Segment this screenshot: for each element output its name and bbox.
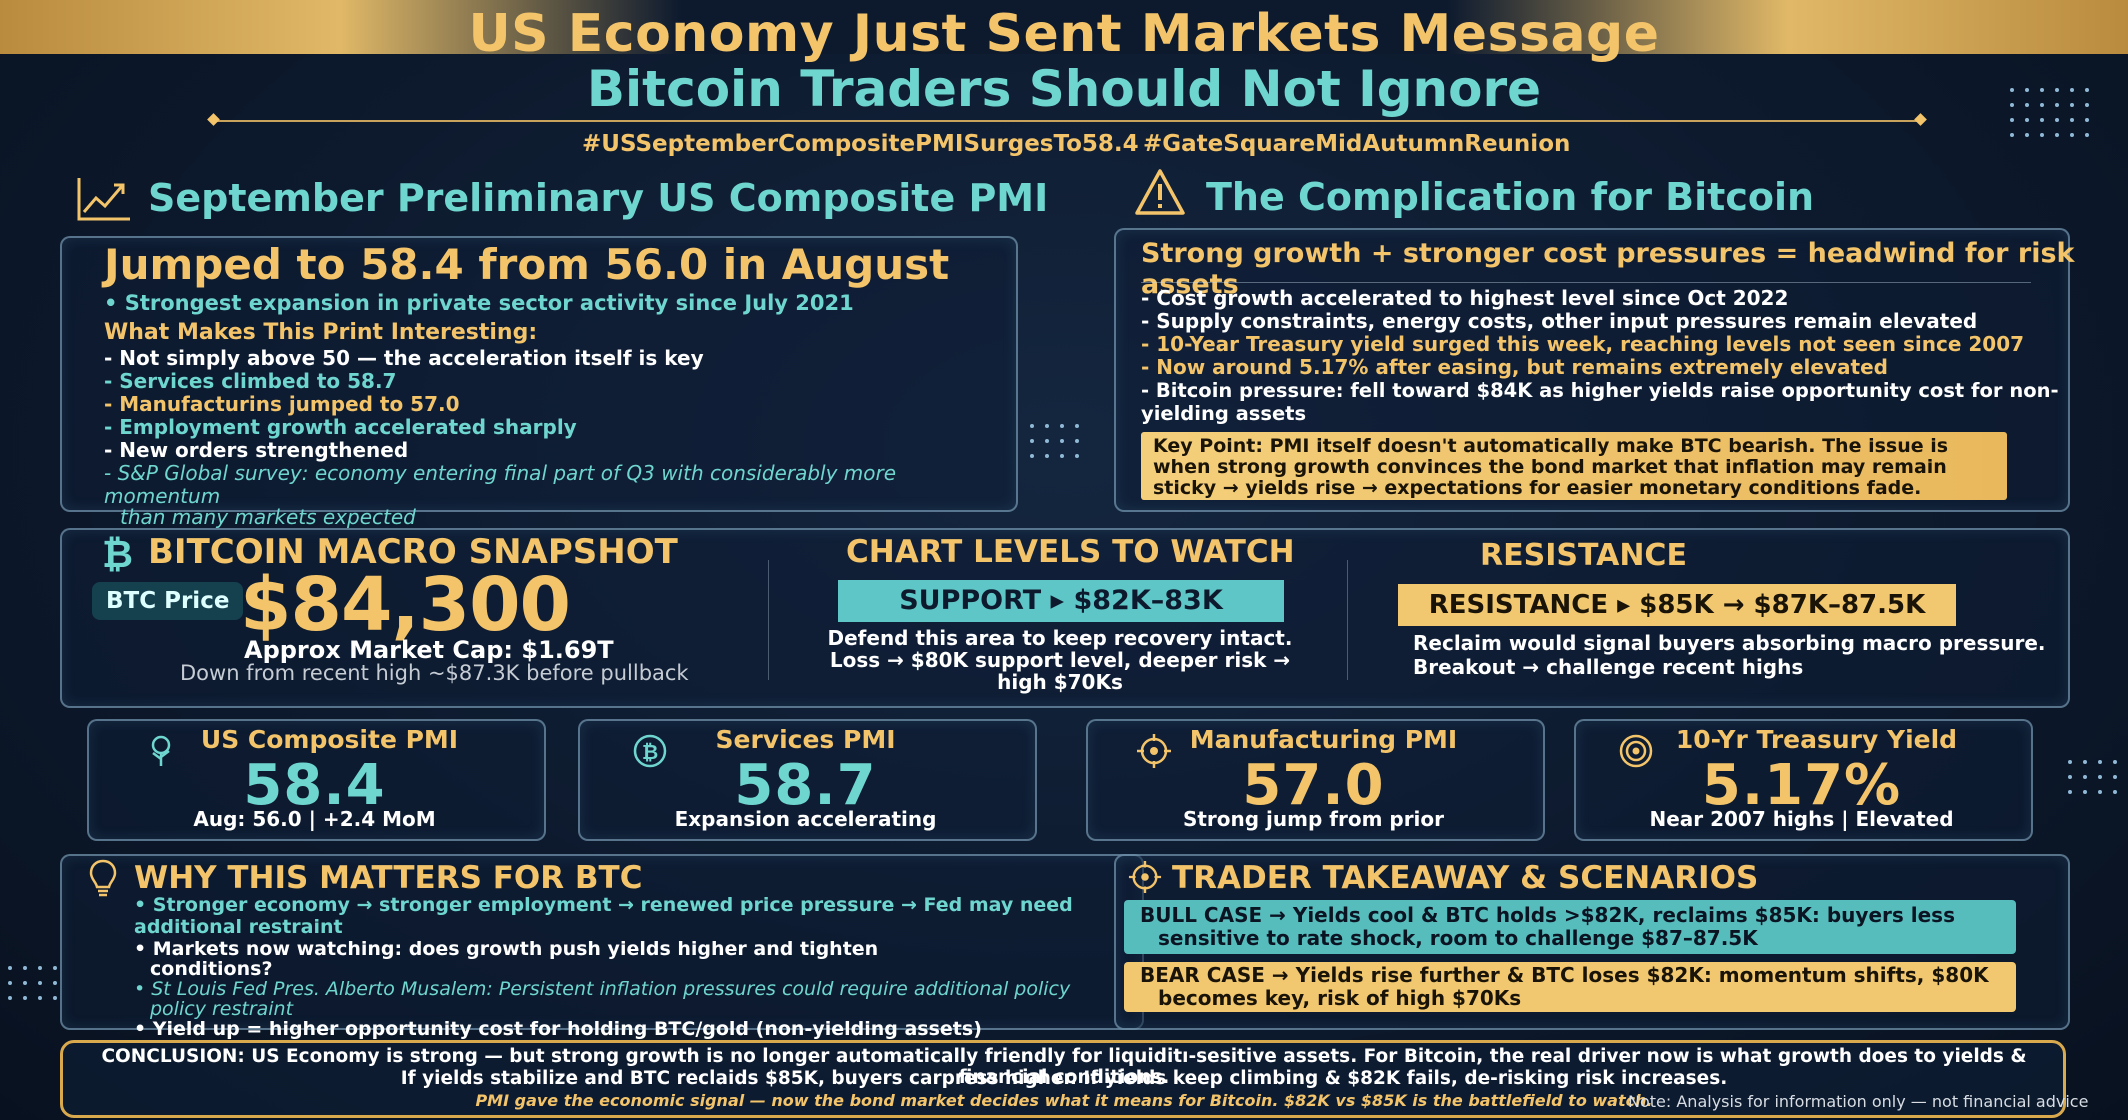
pmi-interesting-title: What Makes This Print Interesting: xyxy=(104,320,538,345)
stat-card-manufacturing xyxy=(1086,719,1545,841)
pmi-bullet: - Services climbed to 58.7 xyxy=(104,369,397,393)
snapshot-heading: BITCOIN MACRO SNAPSHOT xyxy=(148,532,678,572)
stat-value: 58.7 xyxy=(734,753,877,818)
stat-card-services-content: ₿ Services PMI 58.7 Expansion accelerati… xyxy=(578,719,1033,837)
why-bullet: conditions? xyxy=(150,958,273,980)
complication-bullet: - Cost growth accelerated to highest lev… xyxy=(1141,286,1789,310)
why-bullet: • Markets now watching: does growth push… xyxy=(134,938,879,960)
btc-price: $84,300 xyxy=(240,562,571,648)
why-bullet: policy restraint xyxy=(150,998,294,1020)
svg-text:₿: ₿ xyxy=(102,532,132,574)
complication-bullets: - Cost growth accelerated to highest lev… xyxy=(1141,286,2061,426)
stat-name: US Composite PMI xyxy=(200,725,459,754)
stat-value: 57.0 xyxy=(1242,753,1385,818)
resistance-text-2: Breakout → challenge recent highs xyxy=(1413,655,1804,679)
pmi-bullet: - Employment growth accelerated sharply xyxy=(104,415,577,439)
stat-value: 58.4 xyxy=(243,753,386,818)
pmi-panel xyxy=(60,236,1018,512)
conclusion-line-1: CONCLUSION: US Economy is strong — but s… xyxy=(101,1046,2027,1088)
complication-bullet: - Supply constraints, energy costs, othe… xyxy=(1141,309,1978,333)
complication-bullet: - 10-Year Treasury yield surged this wee… xyxy=(1141,332,2025,356)
price-note: Down from recent high ~$87.3K before pul… xyxy=(180,661,689,685)
complication-headline: Strong growth + stronger cost pressures … xyxy=(1141,238,2075,300)
stat-sub: Strong jump from prior xyxy=(1182,807,1445,831)
growth-chart-icon xyxy=(77,178,130,221)
why-heading: WHY THIS MATTERS FOR BTC xyxy=(134,860,643,896)
page-subtitle: Bitcoin Traders Should Not Ignore xyxy=(586,60,1542,118)
stat-card-composite xyxy=(87,719,546,841)
stat-sub: Expansion accelerating xyxy=(674,807,937,831)
snapshot-divider-2 xyxy=(1347,560,1348,680)
why-bullet: • St Louis Fed Pres. Alberto Musalem: Pe… xyxy=(134,978,1071,1000)
crosshair-icon xyxy=(1128,860,1162,894)
why-panel xyxy=(60,854,1144,1030)
snapshot-divider-1 xyxy=(768,560,769,680)
lightbulb-icon xyxy=(89,859,117,897)
bitcoin-coin-icon: ₿ xyxy=(633,734,667,768)
conclusion-panel xyxy=(60,1040,2066,1118)
conclusion-line-2: If yields stabilize and BTC reclaids $85… xyxy=(400,1068,1728,1089)
conclusion-line-3: PMI gave the economic signal — now the b… xyxy=(475,1091,1653,1110)
key-point-box: Key Point: PMI itself doesn't automatica… xyxy=(1141,432,2007,500)
target-icon xyxy=(1619,734,1653,768)
pmi-section-heading: September Preliminary US Composite PMI xyxy=(148,176,1049,220)
stat-name: Services PMI xyxy=(715,725,896,754)
pmi-bullet: - Manufacturins jumped to 57.0 xyxy=(104,392,460,416)
warning-icon xyxy=(1135,169,1185,215)
levels-heading: CHART LEVELS TO WATCH xyxy=(846,534,1295,570)
stat-name: Manufacturing PMI xyxy=(1189,725,1458,754)
hashtag-pmi[interactable]: #USSeptemberCompositePMISurgesTo58.4 xyxy=(582,131,1139,157)
hashtag-gate[interactable]: #GateSquareMidAutumnReunion xyxy=(1143,131,1571,157)
stat-card-services xyxy=(578,719,1037,841)
support-text-2: Loss → $80K support level, deeper risk → xyxy=(829,648,1291,672)
takeaway-heading: TRADER TAKEAWAY & SCENARIOS xyxy=(1172,860,1759,896)
support-text-3: high $70Ks xyxy=(997,670,1123,694)
bull-case-box: BULL CASE → Yields cool & BTC holds >$82… xyxy=(1124,900,2016,954)
stat-card-treasury xyxy=(1574,719,2033,841)
bitcoin-icon: ₿ xyxy=(102,532,132,574)
why-bullet: • Yield up = higher opportunity cost for… xyxy=(134,1018,982,1040)
pmi-headline: Jumped to 58.4 from 56.0 in August xyxy=(104,240,950,289)
stat-sub: Near 2007 highs | Elevated xyxy=(1649,807,1954,831)
stat-card-treasury-content: 10-Yr Treasury Yield 5.17% Near 2007 hig… xyxy=(1574,719,2029,837)
btc-price-label: BTC Price xyxy=(92,582,244,620)
pmi-bullet: - New orders strengthened xyxy=(104,438,409,462)
stat-value: 5.17% xyxy=(1701,753,1902,818)
complication-divider xyxy=(1141,282,2031,283)
page-title: US Economy Just Sent Markets Message xyxy=(468,4,1660,64)
complication-bullet: - Now around 5.17% after easing, but rem… xyxy=(1141,355,1888,379)
why-bullet: • Stronger economy → stronger employment… xyxy=(134,894,1073,938)
title-divider xyxy=(215,120,1923,122)
pmi-subline: • Strongest expansion in private sector … xyxy=(104,291,854,315)
pmi-bullets: - Not simply above 50 — the acceleration… xyxy=(104,346,1004,529)
resistance-badge: RESISTANCE ▸ $85K → $87K–87.5K xyxy=(1398,584,1956,626)
growth-tree-icon xyxy=(151,735,171,766)
stat-card-composite-content: US Composite PMI 58.4 Aug: 56.0 | +2.4 M… xyxy=(87,719,542,837)
bear-case-box: BEAR CASE → Yields rise further & BTC lo… xyxy=(1124,962,2016,1012)
decor-dots-right xyxy=(2068,760,2117,794)
market-cap: Approx Market Cap: $1.69T xyxy=(244,636,614,664)
stat-card-manufacturing-content: Manufacturing PMI 57.0 Strong jump from … xyxy=(1086,719,1541,837)
pmi-bullet: - S&P Global survey: economy entering fi… xyxy=(104,461,897,508)
why-bullets: • Stronger economy → stronger employment… xyxy=(134,894,1134,1040)
resistance-heading: RESISTANCE xyxy=(1480,538,1687,573)
decor-dots-left xyxy=(8,966,57,1000)
pmi-bullet: - Not simply above 50 — the acceleration… xyxy=(104,346,704,370)
decor-dots-top-right xyxy=(2010,88,2089,137)
stat-name: 10-Yr Treasury Yield xyxy=(1675,725,1958,754)
target-crosshair-icon xyxy=(1137,734,1171,768)
support-text-1: Defend this area to keep recovery intact… xyxy=(827,626,1293,650)
complication-heading: The Complication for Bitcoin xyxy=(1206,175,1815,219)
disclaimer-note: Note: Analysis for information only — no… xyxy=(1628,1092,2089,1111)
resistance-text-1: Reclaim would signal buyers absorbing ma… xyxy=(1413,631,2046,655)
stat-sub: Aug: 56.0 | +2.4 MoM xyxy=(193,807,436,831)
title-banner xyxy=(0,0,2128,54)
support-badge: SUPPORT ▸ $82K–83K xyxy=(838,580,1284,622)
svg-text:₿: ₿ xyxy=(642,740,658,764)
complication-bullet: - Bitcoin pressure: fell toward $84K as … xyxy=(1141,379,2059,425)
decor-dots-mid xyxy=(1030,424,1079,458)
pmi-bullet: than many markets expected xyxy=(120,505,416,529)
